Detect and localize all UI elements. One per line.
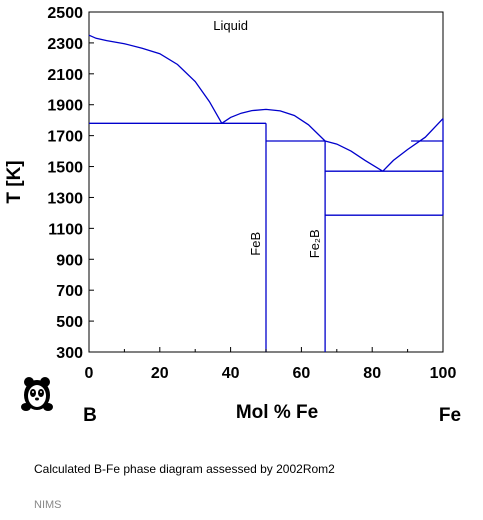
y-tick-label-1: 500 — [56, 314, 83, 331]
x-right-element-label: Fe — [439, 405, 461, 426]
y-tick-label-11: 2500 — [47, 5, 83, 22]
y-tick-label-10: 2300 — [47, 36, 83, 53]
y-axis-ticks: 300 500 700 900 1100 1300 1500 1700 1900 2100 2300… — [47, 5, 94, 362]
annotations: Liquid FeB Fe₂B — [213, 18, 322, 258]
y-tick-label-7: 1700 — [47, 129, 83, 146]
figure-caption: Calculated B-Fe phase diagram assessed b… — [34, 462, 335, 476]
x-left-element-label: B — [83, 405, 97, 426]
phase-line-3 — [382, 118, 444, 172]
x-tick-label-0: 0 — [85, 365, 94, 382]
y-tick-label-2: 700 — [56, 283, 83, 300]
x-tick-label-3: 60 — [293, 365, 311, 382]
region-label-1: FeB — [248, 232, 263, 256]
phase-lines — [88, 34, 444, 352]
source-label: NIMS — [34, 499, 62, 511]
phase-line-2 — [324, 140, 384, 172]
y-axis-title: T [K] — [4, 160, 25, 203]
x-axis-ticks: 0 20 40 60 80 100 — [85, 347, 457, 382]
phase-line-0 — [88, 34, 223, 124]
x-tick-label-4: 80 — [363, 365, 381, 382]
y-tick-label-4: 1100 — [48, 221, 83, 238]
phase-line-1 — [221, 108, 326, 142]
y-tick-label-6: 1500 — [47, 160, 83, 177]
y-tick-label-8: 1900 — [47, 98, 83, 115]
panda-logo-icon — [21, 377, 53, 411]
region-label-2: Fe₂B — [307, 229, 322, 258]
x-axis-title: Mol % Fe — [236, 402, 318, 423]
region-label-0: Liquid — [213, 18, 248, 33]
x-tick-label-1: 20 — [151, 365, 169, 382]
x-tick-label-5: 100 — [430, 365, 457, 382]
y-tick-label-3: 900 — [56, 252, 83, 269]
x-tick-label-2: 40 — [222, 365, 240, 382]
y-tick-label-5: 1300 — [47, 190, 83, 207]
y-tick-label-9: 2100 — [47, 67, 83, 84]
y-tick-label-0: 300 — [56, 345, 83, 362]
